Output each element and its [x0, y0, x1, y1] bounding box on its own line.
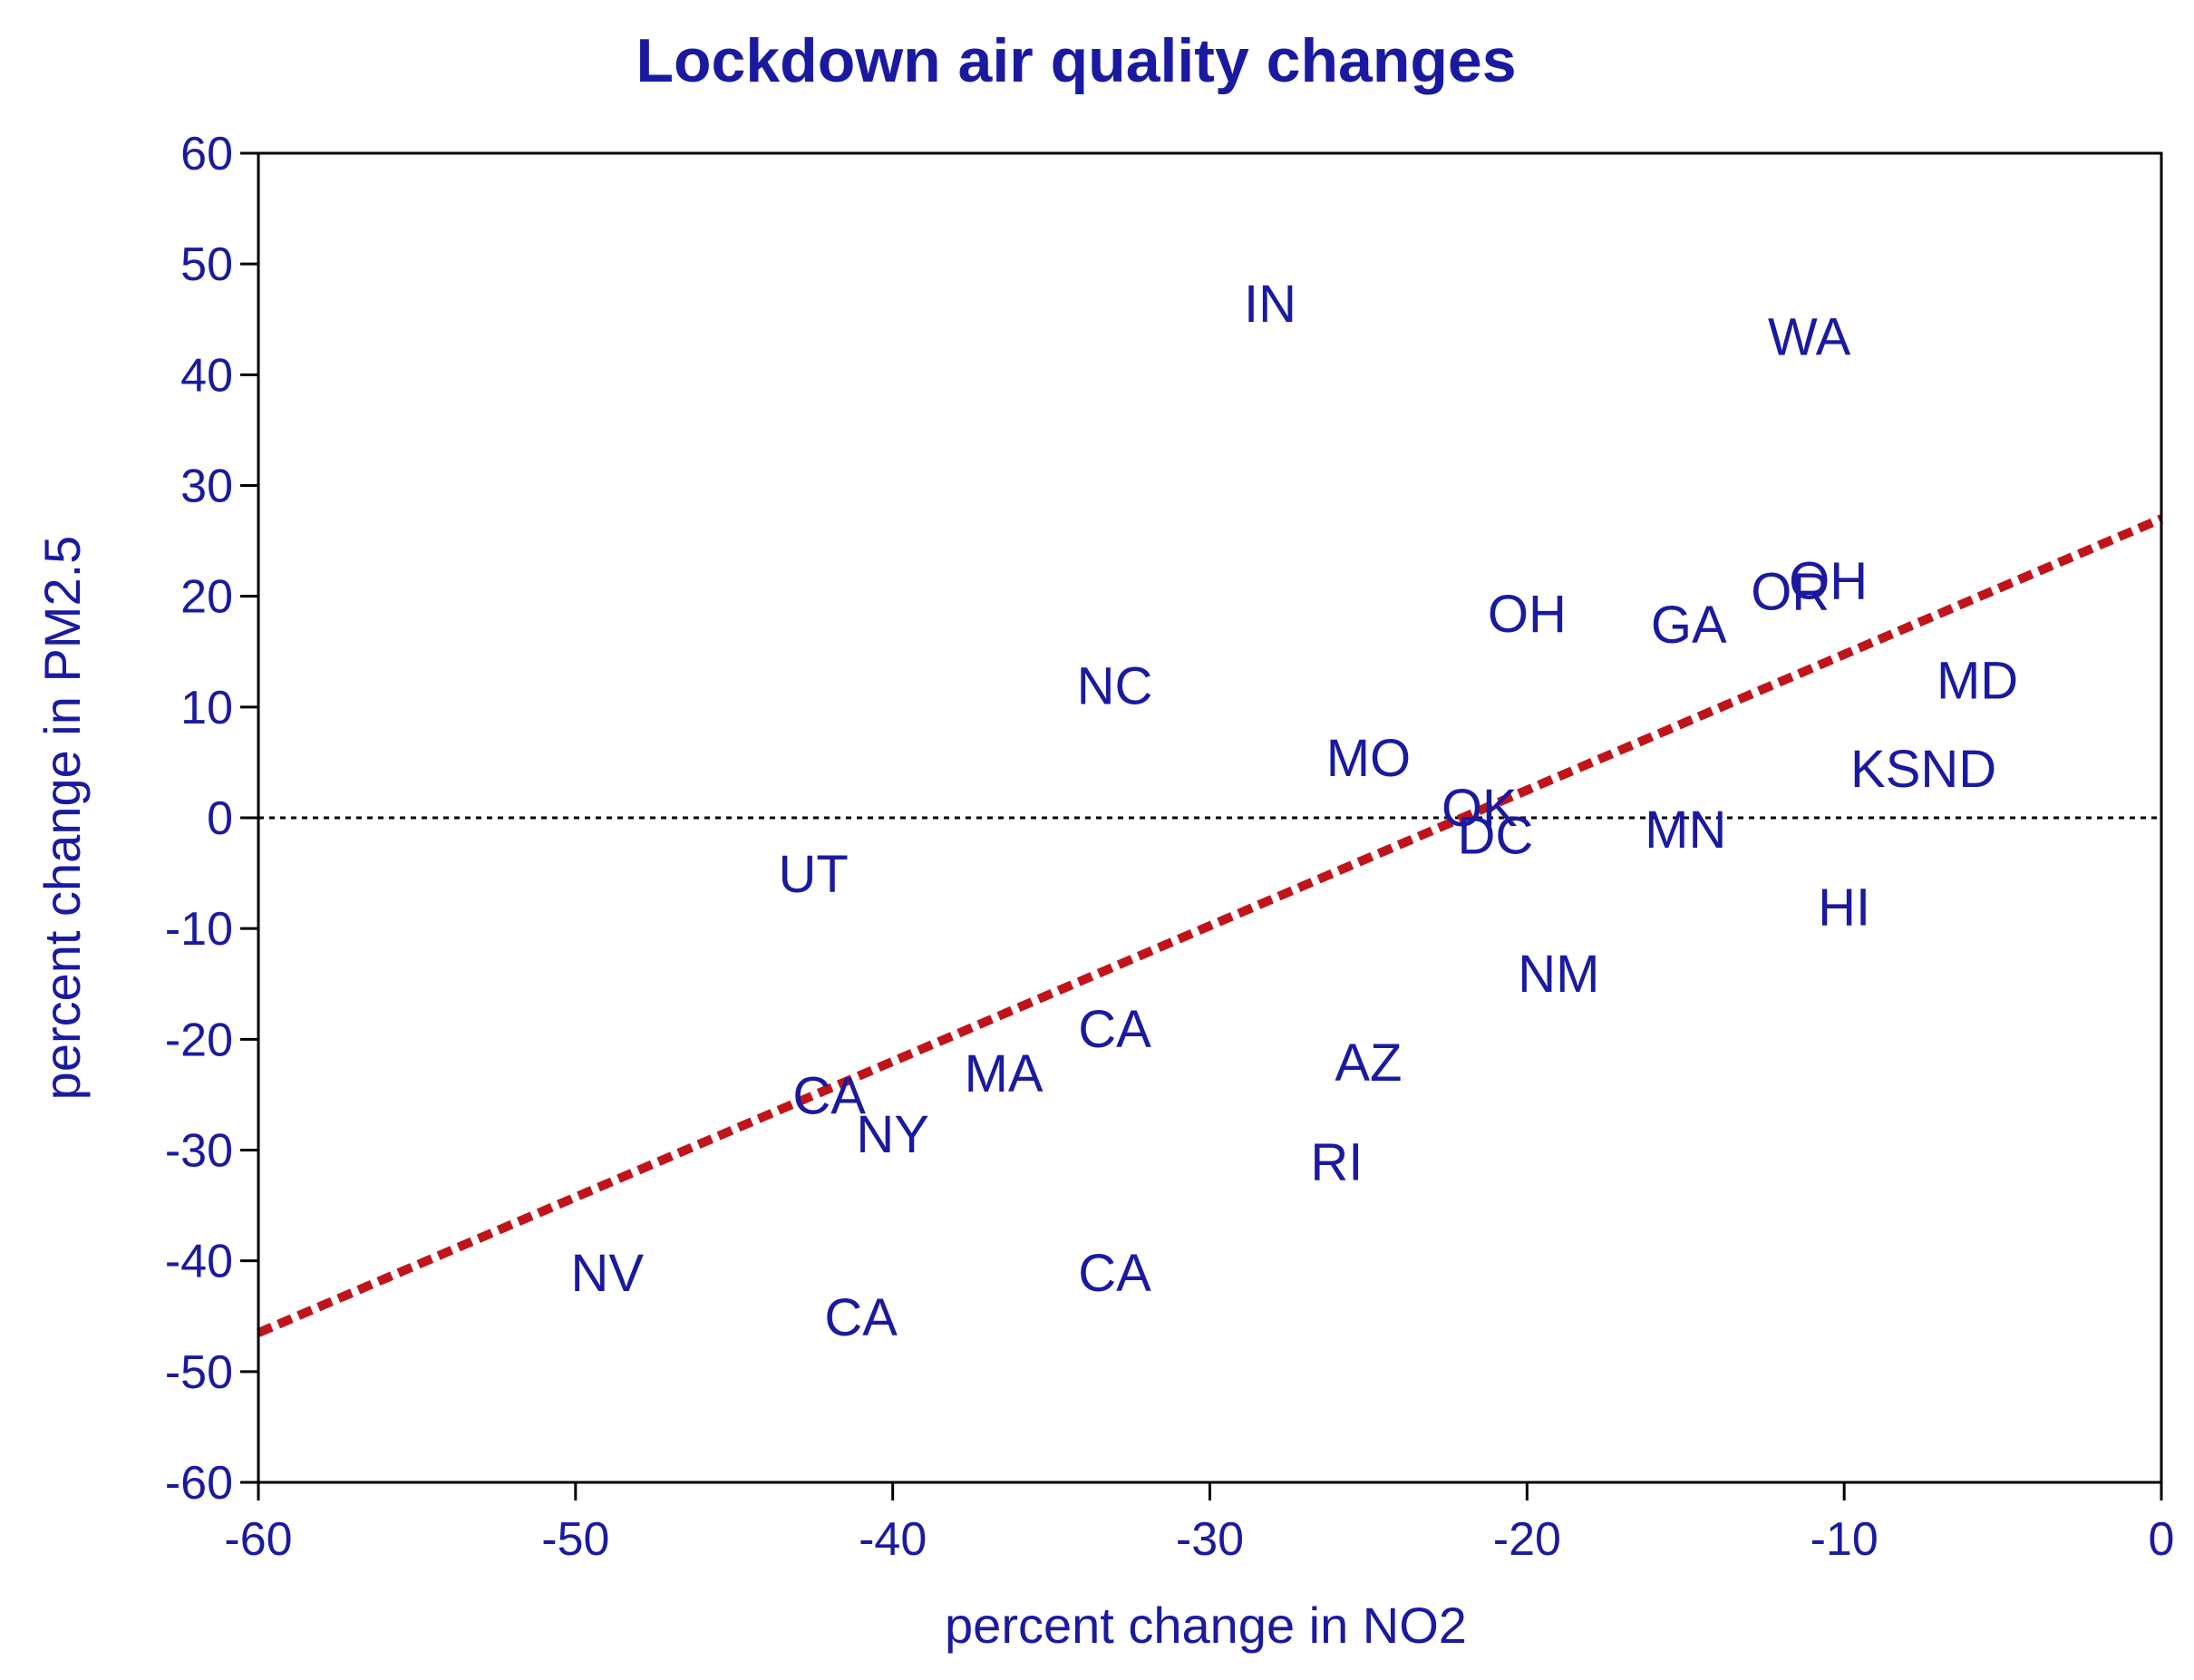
data-point-label: CA — [792, 1066, 866, 1125]
data-point-label: RI — [1310, 1133, 1363, 1192]
data-point-label: NC — [1077, 656, 1153, 715]
x-tick-label: -10 — [1811, 1513, 1878, 1566]
y-tick-label: -10 — [165, 903, 233, 956]
y-tick-label: 20 — [180, 571, 233, 624]
y-axis: 60 50 40 30 20 10 0 -10 -20 -30 -40 -50 -60 — [165, 128, 258, 1510]
data-point-label: OR — [1751, 563, 1830, 622]
data-point-label: MA — [965, 1044, 1044, 1103]
y-tick-label: 10 — [180, 682, 233, 734]
data-point-label: UT — [779, 845, 849, 904]
data-point-label: NV — [571, 1244, 645, 1303]
data-point-label: CA — [824, 1288, 898, 1347]
x-tick-label: 0 — [2149, 1513, 2175, 1566]
data-point-label: CA — [1078, 1244, 1151, 1303]
y-tick-label: -50 — [165, 1346, 233, 1399]
y-tick-label: 0 — [207, 792, 233, 845]
x-axis: -60 -50 -40 -30 -20 -10 0 — [224, 1482, 2174, 1566]
data-point-label: HI — [1818, 879, 1870, 937]
y-tick-label: 50 — [180, 238, 233, 291]
data-point-label: DC — [1457, 806, 1533, 865]
x-tick-label: -50 — [541, 1513, 609, 1566]
y-axis-title: percent change in PM2.5 — [34, 536, 91, 1101]
data-point-label: KSND — [1850, 740, 1996, 799]
y-tick-label: 40 — [180, 349, 233, 402]
data-point-label: AZ — [1335, 1034, 1402, 1092]
data-point-label: MN — [1645, 801, 1726, 859]
y-tick-label: 60 — [180, 128, 233, 180]
y-tick-label: -20 — [165, 1014, 233, 1066]
data-point-label: WA — [1768, 308, 1851, 367]
data-point-label: GA — [1651, 596, 1727, 655]
chart-title: Lockdown air quality changes — [636, 26, 1516, 95]
data-point-label: MD — [1937, 651, 2018, 710]
data-point-label: IN — [1244, 275, 1296, 334]
data-point-label: OK — [1442, 779, 1518, 838]
y-tick-label: -40 — [165, 1236, 233, 1288]
x-tick-label: -40 — [859, 1513, 927, 1566]
data-point-label: OH — [1789, 551, 1868, 610]
data-point-label: OH — [1488, 585, 1567, 644]
data-point-label: MO — [1326, 729, 1411, 788]
data-point-label: CA — [1078, 1000, 1151, 1059]
y-tick-label: -60 — [165, 1457, 233, 1510]
x-tick-label: -60 — [224, 1513, 292, 1566]
data-point-label: NY — [856, 1105, 929, 1164]
y-tick-label: -30 — [165, 1125, 233, 1178]
x-axis-title: percent change in NO2 — [945, 1597, 1467, 1654]
y-tick-label: 30 — [180, 461, 233, 513]
x-tick-label: -30 — [1176, 1513, 1244, 1566]
x-tick-label: -20 — [1493, 1513, 1561, 1566]
data-point-label: NM — [1518, 945, 1599, 1004]
regression-line — [257, 514, 2163, 1337]
